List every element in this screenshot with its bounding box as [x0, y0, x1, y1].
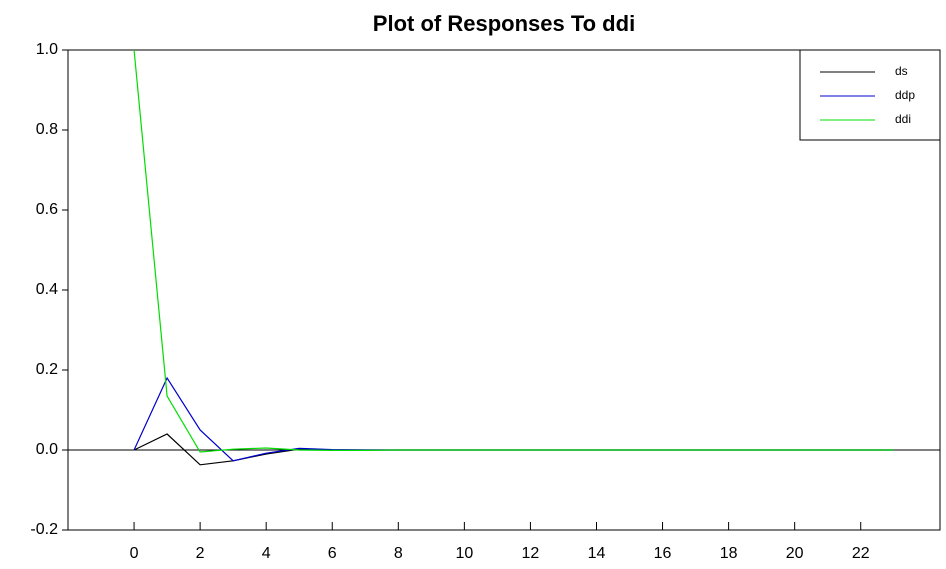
- x-tick-label: 14: [588, 545, 606, 562]
- y-tick-label: -0.2: [30, 521, 58, 538]
- x-tick-label: 8: [394, 545, 403, 562]
- chart-title: Plot of Responses To ddi: [373, 11, 635, 36]
- y-tick-label: 0.4: [36, 281, 58, 298]
- x-tick-label: 2: [196, 545, 205, 562]
- x-tick-label: 4: [262, 545, 271, 562]
- series-line: [133, 49, 894, 453]
- legend-label: ddp: [895, 88, 915, 102]
- y-tick-label: 0.2: [36, 361, 58, 378]
- x-tick-label: 20: [786, 545, 804, 562]
- y-tick-label: 0.8: [36, 121, 58, 138]
- legend-label: ds: [895, 64, 908, 78]
- y-tick-label: 0.6: [36, 201, 58, 218]
- legend-box: [799, 49, 941, 141]
- x-tick-label: 22: [852, 545, 870, 562]
- y-tick-label: 0.0: [36, 441, 58, 458]
- y-tick-label: 1.0: [36, 41, 58, 58]
- x-tick-label: 16: [654, 545, 672, 562]
- legend-label: ddi: [895, 112, 911, 126]
- x-tick-label: 10: [455, 545, 473, 562]
- x-tick-label: 18: [720, 545, 738, 562]
- x-tick-label: 0: [130, 545, 139, 562]
- x-tick-label: 12: [522, 545, 540, 562]
- x-tick-label: 6: [328, 545, 337, 562]
